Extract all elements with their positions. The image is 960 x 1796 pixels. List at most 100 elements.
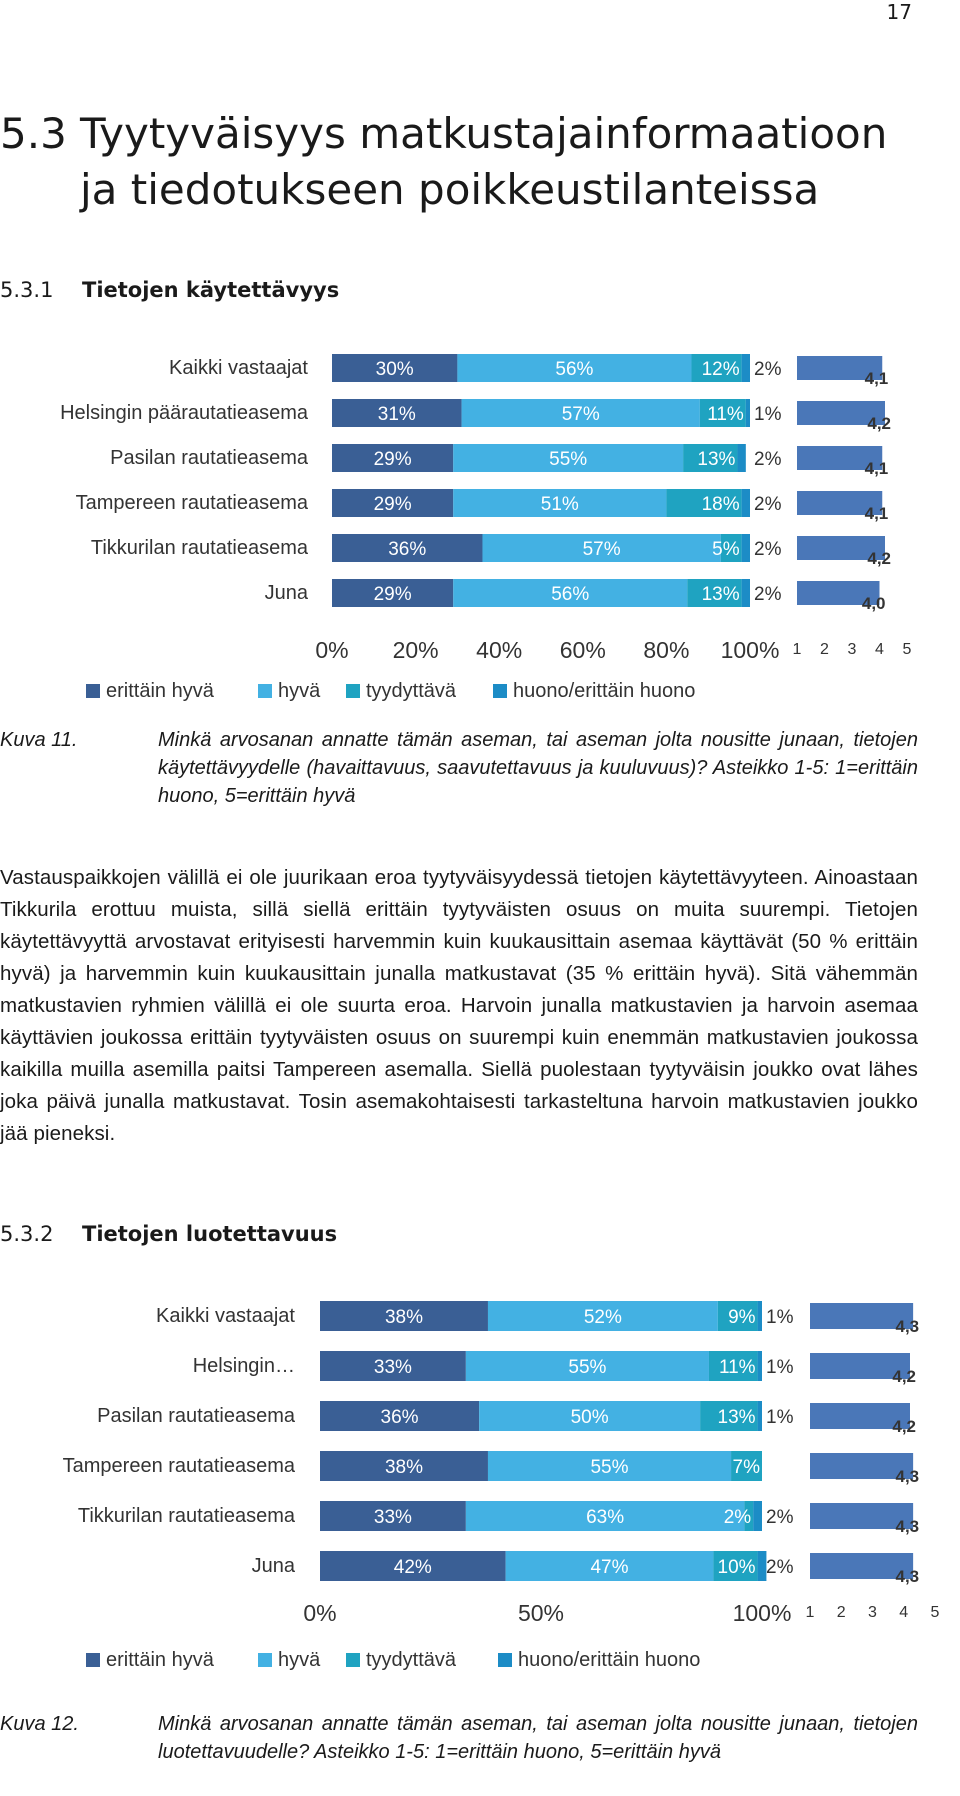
mean-bar	[810, 1503, 914, 1529]
mean-tick-label: 5	[931, 1604, 940, 1621]
mean-label: 4,3	[895, 1567, 919, 1586]
mean-bar	[810, 1553, 914, 1579]
bar-segment	[453, 444, 684, 472]
section-title: Tyytyväisyys matkustajainformaatioon ja …	[80, 109, 888, 214]
bar-segment	[332, 399, 462, 427]
bar-segment	[737, 444, 746, 472]
legend-swatch	[258, 1653, 272, 1667]
bar-segment	[713, 1551, 758, 1581]
bar-segment	[332, 444, 454, 472]
data-label: 56%	[551, 584, 589, 605]
subsection-number: 5.3.2	[0, 1222, 54, 1246]
bar-segment	[744, 1501, 754, 1531]
caption-text: Minkä arvosanan annatte tämän aseman, ta…	[158, 1713, 918, 1763]
bar-segment	[320, 1351, 466, 1381]
mean-label: 4,2	[892, 1367, 916, 1386]
mean-label: 4,3	[895, 1467, 919, 1486]
bar-segment	[683, 444, 738, 472]
legend-swatch	[258, 684, 272, 698]
section-heading: 5.3 Tyytyväisyys matkustajainformaatioon…	[0, 106, 920, 226]
legend-label: huono/erittäin huono	[513, 680, 695, 702]
bar-segment	[320, 1451, 488, 1481]
bar-segment	[691, 354, 742, 382]
subsection-title: Tietojen käytettävyys	[82, 278, 340, 302]
data-label: 57%	[583, 539, 621, 560]
mean-tick-label: 3	[848, 641, 857, 658]
category-label: Helsingin päärautatieasema	[60, 402, 309, 424]
data-label: 2%	[766, 1557, 794, 1578]
x-tick-label: 100%	[721, 637, 780, 663]
caption-label: Kuva 12.	[0, 1713, 79, 1735]
data-label: 33%	[374, 1357, 412, 1378]
bar-segment	[320, 1501, 466, 1531]
data-label: 12%	[702, 359, 740, 380]
bar-segment	[465, 1351, 709, 1381]
mean-label: 4,2	[892, 1417, 916, 1436]
legend-label: tyydyttävä	[366, 680, 457, 702]
bar-segment	[720, 534, 742, 562]
mean-label: 4,3	[895, 1517, 919, 1536]
subsection-heading-2: 5.3.2 Tietojen luotettavuus	[0, 1222, 920, 1252]
caption-text: Minkä arvosanan annatte tämän aseman, ta…	[158, 729, 918, 807]
mean-label: 4,1	[865, 504, 889, 523]
data-label: 63%	[586, 1507, 624, 1528]
data-label: 57%	[562, 404, 600, 425]
mean-tick-label: 5	[903, 641, 912, 658]
mean-tick-label: 1	[793, 641, 802, 658]
mean-tick-label: 3	[868, 1604, 877, 1621]
bar-segment	[757, 1351, 762, 1381]
category-label: Tikkurilan rautatieasema	[91, 537, 309, 559]
data-label: 55%	[549, 449, 587, 470]
bar-segment	[700, 1401, 758, 1431]
mean-tick-label: 4	[899, 1604, 908, 1621]
x-tick-label: 0%	[303, 1600, 336, 1626]
bar-segment	[717, 1301, 758, 1331]
category-label: Pasilan rautatieasema	[110, 447, 309, 469]
mean-bar	[810, 1303, 914, 1329]
bar-segment	[741, 354, 750, 382]
legend-swatch	[86, 1653, 100, 1667]
bar-segment	[332, 354, 458, 382]
x-tick-label: 50%	[518, 1600, 564, 1626]
data-label: 7%	[733, 1457, 761, 1478]
data-label: 1%	[766, 1307, 794, 1328]
data-label: 2%	[754, 359, 782, 380]
caption-figure-11: Kuva 11. Minkä arvosanan annatte tämän a…	[0, 726, 920, 816]
bar-segment	[505, 1551, 714, 1581]
subsection-number: 5.3.1	[0, 278, 54, 302]
mean-bar	[797, 581, 880, 605]
data-label: 13%	[697, 449, 735, 470]
legend-label: hyvä	[278, 1649, 321, 1671]
legend-label: erittäin hyvä	[106, 1649, 215, 1671]
data-label: 13%	[718, 1407, 756, 1428]
data-label: 2%	[766, 1507, 794, 1528]
data-label: 36%	[381, 1407, 419, 1428]
category-label: Tampereen rautatieasema	[63, 1455, 296, 1477]
subsection-heading-1: 5.3.1 Tietojen käytettävyys	[0, 278, 920, 308]
legend-label: erittäin hyvä	[106, 680, 215, 702]
data-label: 38%	[385, 1307, 423, 1328]
data-label: 55%	[590, 1457, 628, 1478]
legend-label: tyydyttävä	[366, 1649, 457, 1671]
bar-segment	[332, 579, 454, 607]
data-label: 38%	[385, 1457, 423, 1478]
bar-segment	[332, 534, 483, 562]
mean-bar	[810, 1453, 914, 1479]
bar-segment	[699, 399, 746, 427]
mean-bar	[810, 1353, 910, 1379]
bar-segment	[461, 399, 700, 427]
body-paragraph: Vastauspaikkojen välillä ei ole juurikaa…	[0, 866, 918, 1145]
bar-segment	[453, 489, 667, 517]
bar-segment	[453, 579, 688, 607]
bar-segment	[479, 1401, 701, 1431]
bar-segment	[741, 534, 750, 562]
mean-bar	[797, 536, 885, 560]
caption-label: Kuva 11.	[0, 729, 78, 751]
data-label: 29%	[374, 449, 412, 470]
legend-swatch	[86, 684, 100, 698]
bar-segment	[753, 1501, 762, 1531]
mean-bar	[797, 446, 883, 470]
category-label: Tikkurilan rautatieasema	[78, 1505, 296, 1527]
mean-bar	[810, 1403, 910, 1429]
